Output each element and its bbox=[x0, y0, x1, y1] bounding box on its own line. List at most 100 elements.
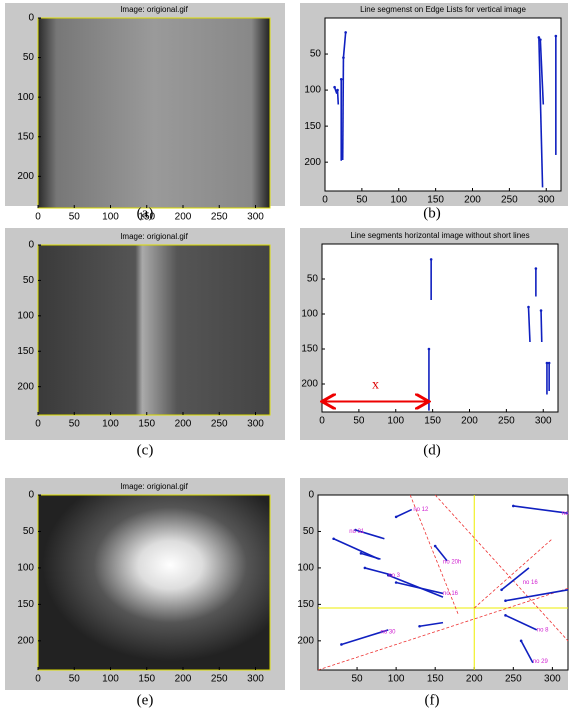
segment-end bbox=[418, 625, 421, 628]
x-tick-label: 150 bbox=[138, 674, 155, 685]
panel-caption: (e) bbox=[137, 692, 154, 708]
x-tick-label: 150 bbox=[138, 419, 155, 430]
y-tick-label: 50 bbox=[23, 275, 35, 286]
x-tick-label: 250 bbox=[211, 674, 228, 685]
y-tick-label: 150 bbox=[297, 599, 314, 610]
photo bbox=[38, 495, 270, 670]
x-tick-label: 200 bbox=[464, 195, 481, 206]
x-tick-label: 0 bbox=[35, 212, 41, 223]
segment-end bbox=[434, 545, 437, 548]
photo bbox=[38, 245, 270, 415]
segment-end bbox=[527, 306, 530, 309]
x-tick-label: 200 bbox=[175, 212, 192, 223]
x-tick-label: 50 bbox=[69, 674, 81, 685]
segment-end bbox=[500, 588, 503, 591]
x-tick-label: 50 bbox=[352, 674, 364, 685]
y-tick-label: 0 bbox=[28, 240, 34, 251]
segment-end bbox=[540, 309, 543, 312]
panel-caption: (d) bbox=[423, 442, 441, 458]
x-tick-label: 250 bbox=[505, 674, 522, 685]
x-tick-label: 300 bbox=[247, 212, 264, 223]
x-tick-label: 250 bbox=[501, 195, 518, 206]
segment-end bbox=[539, 38, 542, 41]
y-tick-label: 200 bbox=[17, 171, 34, 182]
distance-label: x bbox=[372, 378, 379, 393]
y-tick-label: 150 bbox=[301, 344, 318, 355]
x-tick-label: 50 bbox=[69, 419, 81, 430]
line-segment bbox=[541, 311, 542, 343]
segment-end bbox=[360, 552, 363, 555]
panel-title: Line segments horizontal image without s… bbox=[350, 231, 529, 240]
y-tick-label: 50 bbox=[310, 49, 322, 60]
plot-area bbox=[325, 18, 561, 191]
y-tick-label: 0 bbox=[28, 13, 34, 24]
y-tick-label: 150 bbox=[17, 131, 34, 142]
x-tick-label: 300 bbox=[247, 674, 264, 685]
segment-end bbox=[340, 78, 343, 81]
y-tick-label: 200 bbox=[297, 635, 314, 646]
x-tick-label: 50 bbox=[69, 212, 81, 223]
panel-caption: (a) bbox=[137, 205, 154, 221]
segment-end bbox=[504, 599, 507, 602]
x-tick-label: 300 bbox=[544, 674, 561, 685]
x-tick-label: 150 bbox=[427, 674, 444, 685]
y-tick-label: 50 bbox=[303, 526, 315, 537]
x-tick-label: 0 bbox=[319, 416, 325, 427]
panel-title: Image: origional.gif bbox=[120, 5, 188, 14]
y-tick-label: 150 bbox=[17, 346, 34, 357]
photo bbox=[38, 18, 270, 208]
segment-end bbox=[364, 567, 367, 570]
panel-caption: (f) bbox=[425, 692, 440, 708]
line-segment bbox=[338, 90, 339, 104]
x-tick-label: 100 bbox=[387, 416, 404, 427]
x-tick-label: 0 bbox=[35, 674, 41, 685]
segment-end bbox=[538, 36, 541, 39]
x-tick-label: 100 bbox=[102, 212, 119, 223]
segment-end bbox=[430, 258, 433, 261]
segment-end bbox=[332, 537, 335, 540]
panel-title: Line segmenst on Edge Lists for vertical… bbox=[360, 5, 526, 14]
line-segment bbox=[343, 58, 344, 160]
figure: Image: origional.gif 0 50 100 150 200 250 300 0 5… bbox=[0, 0, 569, 717]
segment-label: no 12 bbox=[413, 507, 429, 513]
panel-title: Image: origional.gif bbox=[120, 482, 188, 491]
segment-label: no 29 bbox=[533, 659, 549, 665]
segment-end bbox=[395, 581, 398, 584]
y-tick-label: 50 bbox=[23, 526, 35, 537]
y-tick-label: 200 bbox=[17, 381, 34, 392]
x-tick-label: 150 bbox=[427, 195, 444, 206]
segment-end bbox=[344, 31, 347, 34]
segment-end bbox=[555, 35, 558, 38]
segment-end bbox=[512, 505, 515, 508]
y-tick-label: 100 bbox=[304, 85, 321, 96]
x-tick-label: 250 bbox=[498, 416, 515, 427]
segment-end bbox=[428, 348, 431, 351]
x-tick-label: 200 bbox=[175, 419, 192, 430]
x-tick-label: 300 bbox=[535, 416, 552, 427]
x-tick-label: 0 bbox=[322, 195, 328, 206]
y-tick-label: 50 bbox=[307, 274, 319, 285]
x-tick-label: 200 bbox=[466, 674, 483, 685]
y-tick-label: 100 bbox=[17, 92, 34, 103]
x-tick-label: 300 bbox=[538, 195, 555, 206]
x-tick-label: 100 bbox=[102, 674, 119, 685]
segment-end bbox=[395, 516, 398, 519]
y-tick-label: 150 bbox=[304, 121, 321, 132]
x-tick-label: 100 bbox=[388, 674, 405, 685]
y-tick-label: 200 bbox=[17, 635, 34, 646]
x-tick-label: 50 bbox=[356, 195, 368, 206]
segment-end bbox=[340, 643, 343, 646]
segment-end bbox=[546, 362, 549, 365]
segment-label: no 8 bbox=[537, 627, 549, 633]
y-tick-label: 100 bbox=[297, 563, 314, 574]
segment-label: no 3 bbox=[562, 511, 569, 517]
segment-end bbox=[535, 267, 538, 270]
plot-area bbox=[322, 244, 558, 412]
y-tick-label: 100 bbox=[17, 310, 34, 321]
segment-label: no 3 bbox=[388, 573, 400, 579]
segment-label: no 30 bbox=[381, 630, 397, 636]
x-tick-label: 250 bbox=[211, 212, 228, 223]
segment-label: no 20h bbox=[443, 560, 461, 566]
y-tick-label: 50 bbox=[23, 52, 35, 63]
segment-end bbox=[520, 640, 523, 643]
